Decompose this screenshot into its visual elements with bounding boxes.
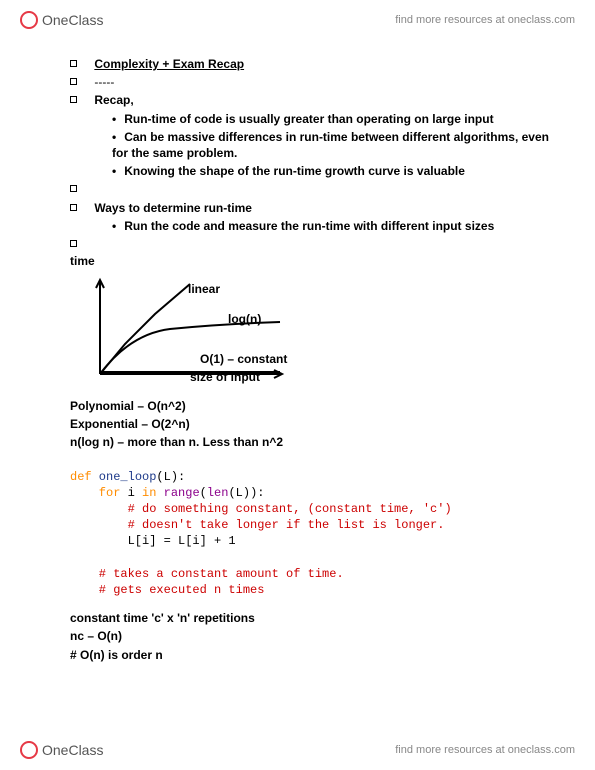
- empty-bullet: [70, 181, 555, 197]
- complexity-chart: linear log(n) O(1) – constant size of in…: [70, 274, 330, 394]
- code-builtin: len: [207, 486, 229, 500]
- brand-name: OneClass: [42, 12, 103, 28]
- doc-title: Complexity + Exam Recap: [94, 57, 244, 71]
- brand-logo: OneClass: [20, 741, 103, 759]
- empty-bullet: [70, 236, 555, 252]
- conclusion-line: constant time 'c' x 'n' repetitions: [70, 610, 555, 626]
- code-builtin: range: [156, 486, 199, 500]
- code-txt: (L):: [156, 470, 185, 484]
- chart-log-label: log(n): [228, 312, 261, 326]
- recap-item: Can be massive differences in run-time b…: [70, 129, 555, 161]
- complexity-notes: Polynomial – O(n^2) Exponential – O(2^n)…: [70, 398, 555, 451]
- logo-icon: [20, 741, 38, 759]
- chart-y-label: time: [70, 254, 555, 268]
- square-bullet-icon: [70, 204, 77, 211]
- code-kw: in: [142, 486, 156, 500]
- ways-text: Run the code and measure the run-time wi…: [124, 219, 494, 233]
- square-bullet-icon: [70, 240, 77, 247]
- title-line: Complexity + Exam Recap: [70, 56, 555, 72]
- dash-line: -----: [70, 74, 555, 90]
- note-line: Polynomial – O(n^2): [70, 398, 555, 414]
- chart-o1-label: O(1) – constant: [200, 352, 287, 366]
- code-block: def one_loop(L): for i in range(len(L)):…: [70, 469, 555, 599]
- note-line: n(log n) – more than n. Less than n^2: [70, 434, 555, 450]
- code-txt: L[i] = L[i] + 1: [70, 534, 236, 548]
- chart-svg: [70, 274, 290, 384]
- header-tagline: find more resources at oneclass.com: [395, 14, 575, 26]
- code-comment: # doesn't take longer if the list is lon…: [70, 518, 444, 532]
- code-comment: # gets executed n times: [70, 583, 264, 597]
- conclusion-block: constant time 'c' x 'n' repetitions nc –…: [70, 610, 555, 663]
- ways-heading: Ways to determine run-time: [70, 200, 555, 216]
- recap-text: Run-time of code is usually greater than…: [124, 112, 493, 126]
- note-line: Exponential – O(2^n): [70, 416, 555, 432]
- brand-logo: OneClass: [20, 11, 103, 29]
- code-kw: for: [70, 486, 120, 500]
- document-body: Complexity + Exam Recap ----- Recap, Run…: [70, 56, 555, 665]
- recap-text: Knowing the shape of the run-time growth…: [124, 164, 465, 178]
- chart-x-label: size of input: [190, 370, 260, 384]
- logo-icon: [20, 11, 38, 29]
- square-bullet-icon: [70, 78, 77, 85]
- chart-linear-label: linear: [188, 282, 220, 296]
- square-bullet-icon: [70, 96, 77, 103]
- footer-tagline: find more resources at oneclass.com: [395, 744, 575, 756]
- code-comment: # do something constant, (constant time,…: [70, 502, 452, 516]
- page-footer: OneClass find more resources at oneclass…: [0, 736, 595, 764]
- recap-item: Knowing the shape of the run-time growth…: [70, 163, 555, 179]
- page-header: OneClass find more resources at oneclass…: [0, 6, 595, 34]
- dashes: -----: [94, 75, 114, 89]
- code-txt: i: [120, 486, 142, 500]
- code-kw: def: [70, 470, 92, 484]
- square-bullet-icon: [70, 60, 77, 67]
- code-fn: one_loop: [92, 470, 157, 484]
- recap-text: Can be massive differences in run-time b…: [112, 130, 549, 160]
- brand-name: OneClass: [42, 742, 103, 758]
- code-comment: # takes a constant amount of time.: [70, 567, 344, 581]
- recap-item: Run-time of code is usually greater than…: [70, 111, 555, 127]
- conclusion-line: nc – O(n): [70, 628, 555, 644]
- ways-item: Run the code and measure the run-time wi…: [70, 218, 555, 234]
- recap-heading: Recap,: [70, 92, 555, 108]
- conclusion-line: # O(n) is order n: [70, 647, 555, 663]
- code-txt: (L)):: [228, 486, 264, 500]
- ways-label: Ways to determine run-time: [94, 201, 252, 215]
- square-bullet-icon: [70, 185, 77, 192]
- code-txt: (: [200, 486, 207, 500]
- recap-label: Recap,: [94, 93, 133, 107]
